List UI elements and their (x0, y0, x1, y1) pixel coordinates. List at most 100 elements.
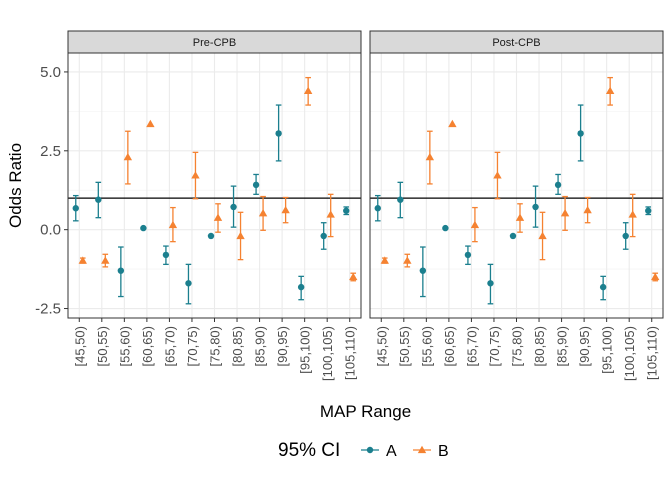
y-axis: -2.5 0.0 2.5 5.0 (35, 64, 68, 318)
x-tick-label: [45,50) (72, 326, 87, 366)
data-point-b (448, 119, 457, 128)
series-a (374, 104, 652, 305)
x-tick-label: [50,55) (95, 326, 110, 366)
panel-pre-cpb: Pre-CPB [45,50) [50,55) [55,60) [60,65) [65,7… (67, 30, 362, 381)
x-tick-label: [100,105) (320, 326, 335, 381)
panel-post-cpb: Post-CPB [45,50) [50,55) [55,60) [60,65) [65,… (369, 30, 664, 381)
data-point-a (622, 232, 629, 240)
series-a (72, 104, 350, 305)
data-point-a (577, 130, 584, 137)
data-point-a (140, 224, 147, 232)
x-tick-label: [75,80) (510, 326, 525, 366)
x-tick-label: [85,90) (555, 326, 570, 366)
y-tick-label: 5.0 (40, 64, 61, 81)
data-point-b (470, 220, 480, 229)
data-point-a (207, 232, 215, 240)
y-tick-label: -2.5 (35, 301, 61, 318)
x-tick-label: [60,65) (140, 326, 155, 366)
x-tick-label: [65,70) (464, 326, 479, 366)
x-tick-label: [105,110) (343, 326, 358, 380)
facet-strip-label: Pre-CPB (193, 37, 236, 49)
data-point-a (645, 207, 652, 214)
x-tick-label: [85,90) (253, 326, 268, 366)
x-tick-label: [80,85) (230, 326, 245, 366)
x-axis-title: MAP Range (320, 402, 411, 421)
y-tick-label: 2.5 (40, 143, 61, 160)
series-b (380, 76, 660, 282)
data-point-a (374, 205, 381, 212)
legend-entry-b: B (413, 443, 449, 460)
data-point-b (78, 256, 87, 264)
x-tick-label: [90,95) (275, 326, 290, 366)
data-point-a (95, 196, 102, 203)
legend-label: B (438, 443, 449, 460)
data-point-b (538, 231, 547, 240)
legend-label: A (386, 443, 397, 460)
data-point-a (275, 130, 282, 137)
y-tick-label: 0.0 (40, 222, 61, 239)
x-tick-label: [55,60) (419, 326, 434, 366)
data-point-b (403, 256, 412, 264)
data-point-b (583, 205, 592, 214)
data-point-b (605, 86, 615, 95)
data-point-a (599, 283, 607, 291)
data-point-a (419, 267, 427, 274)
data-point-a (532, 203, 539, 211)
data-point-a (320, 232, 327, 240)
data-point-b (651, 272, 660, 281)
legend-key-marker (366, 446, 374, 454)
data-point-b (281, 205, 290, 214)
data-point-a (509, 232, 517, 240)
x-tick-label: [65,70) (162, 326, 177, 366)
x-tick-label: [80,85) (532, 326, 547, 366)
data-point-b (236, 231, 245, 240)
data-point-a (343, 207, 350, 214)
x-tick-label: [90,95) (577, 326, 592, 366)
data-point-b (493, 171, 502, 179)
legend-key-marker (417, 445, 427, 454)
y-axis-title: Odds Ratio (6, 143, 25, 228)
facet-strip-label: Post-CPB (492, 37, 540, 49)
x-tick-label: [50,55) (397, 326, 412, 366)
data-point-b (123, 152, 133, 161)
x-tick-label: [70,75) (487, 326, 502, 366)
data-point-a (185, 280, 192, 287)
x-tick-label: [70,75) (185, 326, 200, 366)
legend: 95% CI A B (278, 440, 449, 461)
data-point-b (101, 256, 110, 264)
data-point-b (560, 209, 570, 217)
series-b (78, 76, 358, 282)
data-point-a (230, 203, 237, 211)
x-tick-label: [45,50) (374, 326, 389, 366)
x-tick-label: [55,60) (117, 326, 132, 366)
x-tick-label: [100,105) (622, 326, 637, 381)
data-point-a (442, 224, 449, 232)
data-point-b (628, 210, 637, 218)
chart-panels: Pre-CPB [45,50) [50,55) [55,60) [60,65) [65,7… (67, 30, 664, 381)
data-point-b (303, 86, 313, 95)
data-point-a (487, 280, 494, 287)
x-tick-label: [105,110) (645, 326, 660, 380)
x-tick-label: [95,100) (298, 326, 313, 374)
x-tick-label: [75,80) (208, 326, 223, 366)
data-point-b (258, 209, 268, 217)
data-point-b (326, 210, 335, 218)
legend-entry-a: A (361, 443, 397, 460)
x-tick-label: [60,65) (442, 326, 457, 366)
data-point-b (380, 256, 389, 264)
data-point-a (252, 181, 260, 189)
data-point-b (515, 213, 525, 221)
data-point-b (168, 220, 178, 229)
data-point-a (117, 267, 125, 274)
data-point-b (213, 213, 223, 221)
data-point-b (146, 119, 155, 128)
data-point-b (191, 171, 200, 179)
data-point-a (72, 205, 79, 212)
legend-title: 95% CI (278, 440, 340, 461)
data-point-a (464, 251, 472, 259)
x-tick-label: [95,100) (600, 326, 615, 374)
data-point-a (297, 283, 305, 291)
data-point-b (425, 152, 435, 161)
data-point-a (162, 251, 170, 259)
